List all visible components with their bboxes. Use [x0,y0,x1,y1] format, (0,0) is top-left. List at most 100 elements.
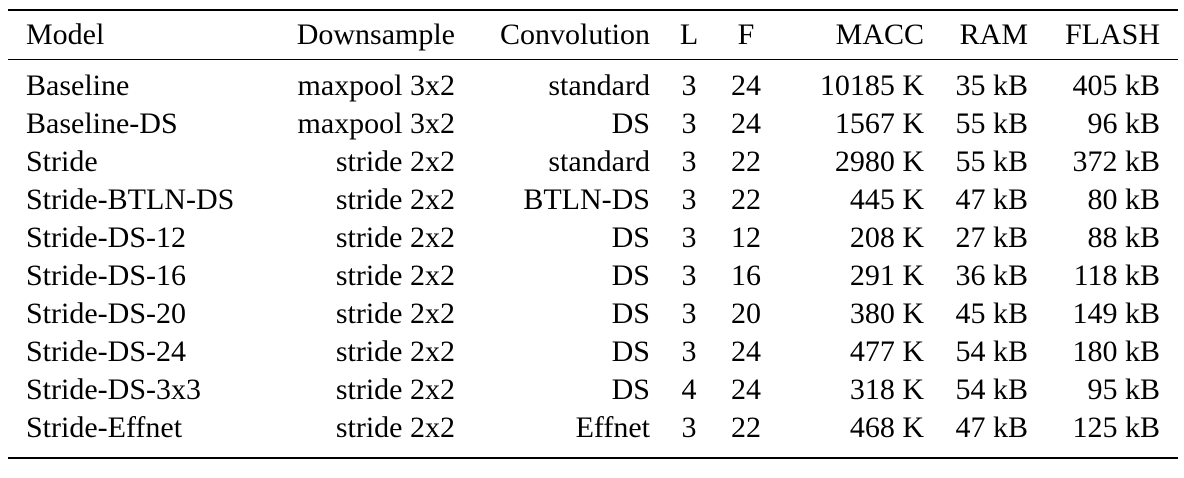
cell-l: 3 [681,411,697,444]
cell-downsample: stride 2x2 [335,145,455,178]
cell-model: Stride-Effnet [26,411,183,444]
table-row: Stride-BTLN-DS stride 2x2 BTLN-DS 3 22 445 K 4… [8,181,1178,219]
cell-f: 24 [731,107,761,140]
cell-ram: 27 kB [955,221,1028,254]
table-row: Stride stride 2x2 standard 3 22 2980 K 55 kB 37… [8,143,1178,181]
cell-flash: 180 kB [1072,335,1160,368]
cell-convolution: DS [611,107,650,140]
cell-macc: 2980 K [834,145,924,178]
cell-convolution: DS [611,335,650,368]
cell-flash: 88 kB [1087,221,1160,254]
cell-model: Stride-DS-24 [26,335,186,368]
cell-convolution: standard [548,69,650,102]
cell-convolution: BTLN-DS [523,183,650,216]
cell-downsample: stride 2x2 [335,335,455,368]
table-row: Stride-DS-12 stride 2x2 DS 3 12 208 K 27 kB 88 … [8,219,1178,257]
cell-f: 24 [731,373,761,406]
cell-flash: 149 kB [1072,297,1160,330]
cell-f: 24 [731,69,761,102]
cell-l: 3 [681,335,697,368]
cell-ram: 35 kB [955,69,1028,102]
cell-downsample: stride 2x2 [335,221,455,254]
cell-ram: 45 kB [955,297,1028,330]
cell-l: 3 [681,297,697,330]
cell-model: Stride [26,145,98,178]
cell-ram: 55 kB [955,145,1028,178]
cell-f: 22 [731,411,761,444]
cell-downsample: stride 2x2 [335,373,455,406]
cell-convolution: DS [611,297,650,330]
cell-model: Stride-DS-16 [26,259,186,292]
cell-l: 3 [681,221,697,254]
table-row: Stride-DS-20 stride 2x2 DS 3 20 380 K 45 kB 149… [8,295,1178,333]
cell-model: Stride-BTLN-DS [26,183,235,216]
column-header-macc: MACC [778,10,924,60]
cell-model: Stride-DS-20 [26,297,186,330]
cell-flash: 372 kB [1072,145,1160,178]
cell-f: 22 [731,145,761,178]
table-row: Stride-DS-3x3 stride 2x2 DS 4 24 318 K 54 kB 95… [8,371,1178,409]
column-header-model: Model [8,10,270,60]
cell-l: 3 [681,107,697,140]
cell-downsample: stride 2x2 [335,411,455,444]
cell-macc: 380 K [849,297,924,330]
cell-f: 20 [731,297,761,330]
cell-ram: 54 kB [955,373,1028,406]
cell-model: Stride-DS-3x3 [26,373,201,406]
table-row: Baseline-DS maxpool 3x2 DS 3 24 1567 K 55 kB 96… [8,105,1178,143]
cell-flash: 118 kB [1073,259,1160,292]
column-header-downsample: Downsample [270,10,455,60]
table-row: Stride-DS-16 stride 2x2 DS 3 16 291 K 36 kB 118… [8,257,1178,295]
cell-downsample: stride 2x2 [335,259,455,292]
cell-macc: 291 K [849,259,924,292]
cell-flash: 125 kB [1072,411,1160,444]
cell-macc: 445 K [849,183,924,216]
column-header-flash: FLASH [1028,10,1178,60]
cell-convolution: Effnet [575,411,650,444]
cell-downsample: stride 2x2 [335,297,455,330]
cell-f: 12 [731,221,761,254]
header-row: Model Downsample Convolution L F MACC RA… [8,10,1178,60]
table-row: Stride-DS-24 stride 2x2 DS 3 24 477 K 54 kB 180… [8,333,1178,371]
cell-l: 3 [681,259,697,292]
cell-f: 24 [731,335,761,368]
column-header-f: F [728,10,778,60]
cell-macc: 208 K [849,221,924,254]
cell-flash: 95 kB [1087,373,1160,406]
table-body: Baseline maxpool 3x2 standard 3 24 10185 K 35 … [8,60,1178,459]
cell-downsample: maxpool 3x2 [297,107,456,140]
cell-model: Baseline-DS [26,107,178,140]
column-header-convolution: Convolution [455,10,650,60]
table-row: Stride-Effnet stride 2x2 Effnet 3 22 468 K 47 … [8,409,1178,458]
cell-ram: 47 kB [955,183,1028,216]
cell-l: 3 [681,69,697,102]
cell-ram: 54 kB [955,335,1028,368]
cell-l: 3 [681,183,697,216]
table-header: Model Downsample Convolution L F MACC RA… [8,10,1178,60]
cell-macc: 1567 K [834,107,924,140]
cell-macc: 477 K [849,335,924,368]
column-header-ram: RAM [924,10,1028,60]
cell-convolution: DS [611,259,650,292]
table-row: Baseline maxpool 3x2 standard 3 24 10185 K 35 … [8,60,1178,106]
cell-l: 3 [681,145,697,178]
cell-model: Stride-DS-12 [26,221,186,254]
cell-macc: 10185 K [819,69,924,102]
cell-flash: 96 kB [1087,107,1160,140]
cell-convolution: DS [611,373,650,406]
cell-downsample: maxpool 3x2 [297,69,456,102]
cell-ram: 47 kB [955,411,1028,444]
cell-f: 22 [731,183,761,216]
column-header-l: L [650,10,728,60]
cell-convolution: standard [548,145,650,178]
cell-flash: 80 kB [1087,183,1160,216]
cell-macc: 468 K [849,411,924,444]
cell-l: 4 [681,373,697,406]
cell-model: Baseline [26,69,130,102]
cell-downsample: stride 2x2 [335,183,455,216]
cell-flash: 405 kB [1072,69,1160,102]
cell-ram: 36 kB [955,259,1028,292]
cell-macc: 318 K [849,373,924,406]
cell-ram: 55 kB [955,107,1028,140]
cell-f: 16 [731,259,761,292]
